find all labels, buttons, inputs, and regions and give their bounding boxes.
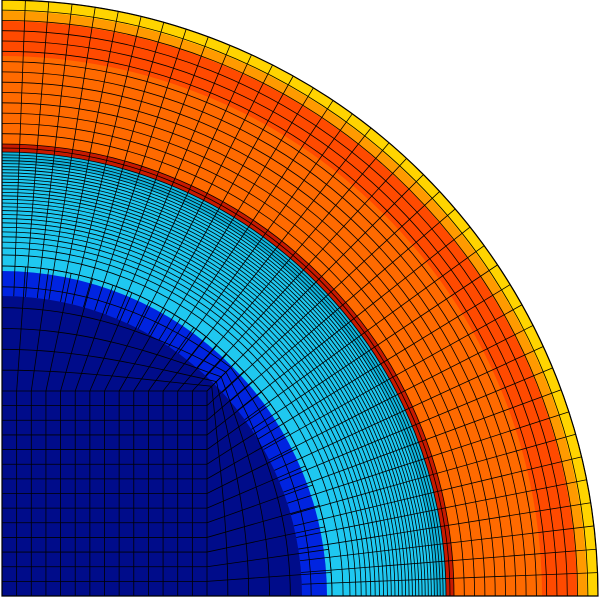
radial-gridline-39 bbox=[13, 0, 26, 297]
radial-gridline-29 bbox=[127, 54, 252, 324]
radial-gridline-21 bbox=[205, 158, 407, 376]
radial-gridline-22 bbox=[196, 142, 390, 369]
radial-gridline-31 bbox=[105, 36, 209, 315]
radial-gridline-5 bbox=[296, 479, 587, 538]
radial-gridline-16 bbox=[244, 245, 485, 420]
core-connector-gridline-2-0 bbox=[206, 548, 329, 568]
radial-gridline-34 bbox=[71, 16, 142, 305]
core-connector-gridline-1-1 bbox=[16, 266, 26, 392]
radial-gridline-12 bbox=[269, 325, 534, 461]
core-connector-gridline-3-0 bbox=[206, 526, 325, 553]
radial-gridline-17 bbox=[237, 226, 471, 411]
radial-gridline-9 bbox=[283, 389, 562, 493]
radial-gridline-20 bbox=[213, 174, 424, 385]
radial-gridline-37 bbox=[36, 4, 73, 299]
core-connector-gridline-5-1 bbox=[74, 285, 114, 392]
radial-gridline-6 bbox=[293, 456, 582, 527]
radial-gridline-25 bbox=[168, 100, 334, 347]
radial-gridline-2 bbox=[301, 548, 597, 573]
core-connector-gridline-11-1 bbox=[162, 336, 207, 392]
core-fill bbox=[2, 296, 302, 596]
radial-gridline-32 bbox=[94, 29, 187, 311]
core-connector-gridline-4-0 bbox=[206, 504, 320, 538]
core-connector-gridline-8-1 bbox=[118, 309, 167, 392]
radial-gridline-38 bbox=[25, 1, 50, 297]
core-connector-gridline-9-0 bbox=[206, 417, 280, 465]
core-connector-gridline-12-0 bbox=[206, 380, 253, 421]
radial-gridline-28 bbox=[137, 64, 273, 329]
core-connector-gridline-2-1 bbox=[30, 269, 50, 392]
core-connector-gridline-10-0 bbox=[206, 403, 271, 450]
core-connector-gridline-6-0 bbox=[206, 465, 306, 509]
radial-gridline-18 bbox=[229, 208, 456, 402]
core-connector-gridline-5-0 bbox=[206, 484, 313, 524]
core-connector-gridline-14-1 bbox=[206, 362, 236, 392]
core-connector-gridline-8-0 bbox=[206, 431, 289, 480]
core-connector-gridline-9-1 bbox=[133, 318, 181, 392]
core-connector-gridline-7-0 bbox=[206, 448, 298, 494]
radial-gridline-13 bbox=[263, 304, 523, 450]
radial-gridline-23 bbox=[187, 127, 372, 361]
radial-gridline-26 bbox=[158, 87, 314, 341]
radial-gridline-27 bbox=[148, 75, 294, 335]
radial-gridline-33 bbox=[83, 22, 165, 308]
core-connector-gridline-13-0 bbox=[206, 371, 245, 406]
core-connector-gridline-4-1 bbox=[60, 278, 94, 392]
radial-gridline-36 bbox=[48, 7, 96, 300]
radial-gridline-8 bbox=[287, 411, 569, 504]
radial-gridline-14 bbox=[257, 284, 511, 440]
radial-gridline-35 bbox=[60, 11, 119, 302]
radial-gridline-15 bbox=[251, 264, 498, 430]
radial-gridline-1 bbox=[301, 572, 598, 585]
radial-gridline-3 bbox=[299, 525, 594, 562]
core-connector-gridline-3-1 bbox=[45, 273, 72, 392]
core-connector-gridline-6-1 bbox=[89, 292, 133, 392]
radial-gridline-7 bbox=[290, 433, 576, 515]
radial-gridline-19 bbox=[222, 191, 440, 393]
core-connector-gridline-11-0 bbox=[206, 391, 262, 436]
core-connector-gridline-13-1 bbox=[192, 353, 227, 392]
core-connector-gridline-12-1 bbox=[177, 345, 218, 392]
core-connector-gridline-10-1 bbox=[148, 327, 195, 392]
radial-gridline-30 bbox=[116, 45, 231, 319]
radial-gridline-4 bbox=[298, 502, 591, 550]
core-connector-gridline-1-0 bbox=[206, 572, 332, 582]
radial-gridline-10 bbox=[279, 367, 553, 482]
core-connector-gridline-7-1 bbox=[104, 300, 150, 392]
radial-gridline-11 bbox=[274, 346, 544, 471]
radial-gridline-24 bbox=[178, 113, 353, 354]
